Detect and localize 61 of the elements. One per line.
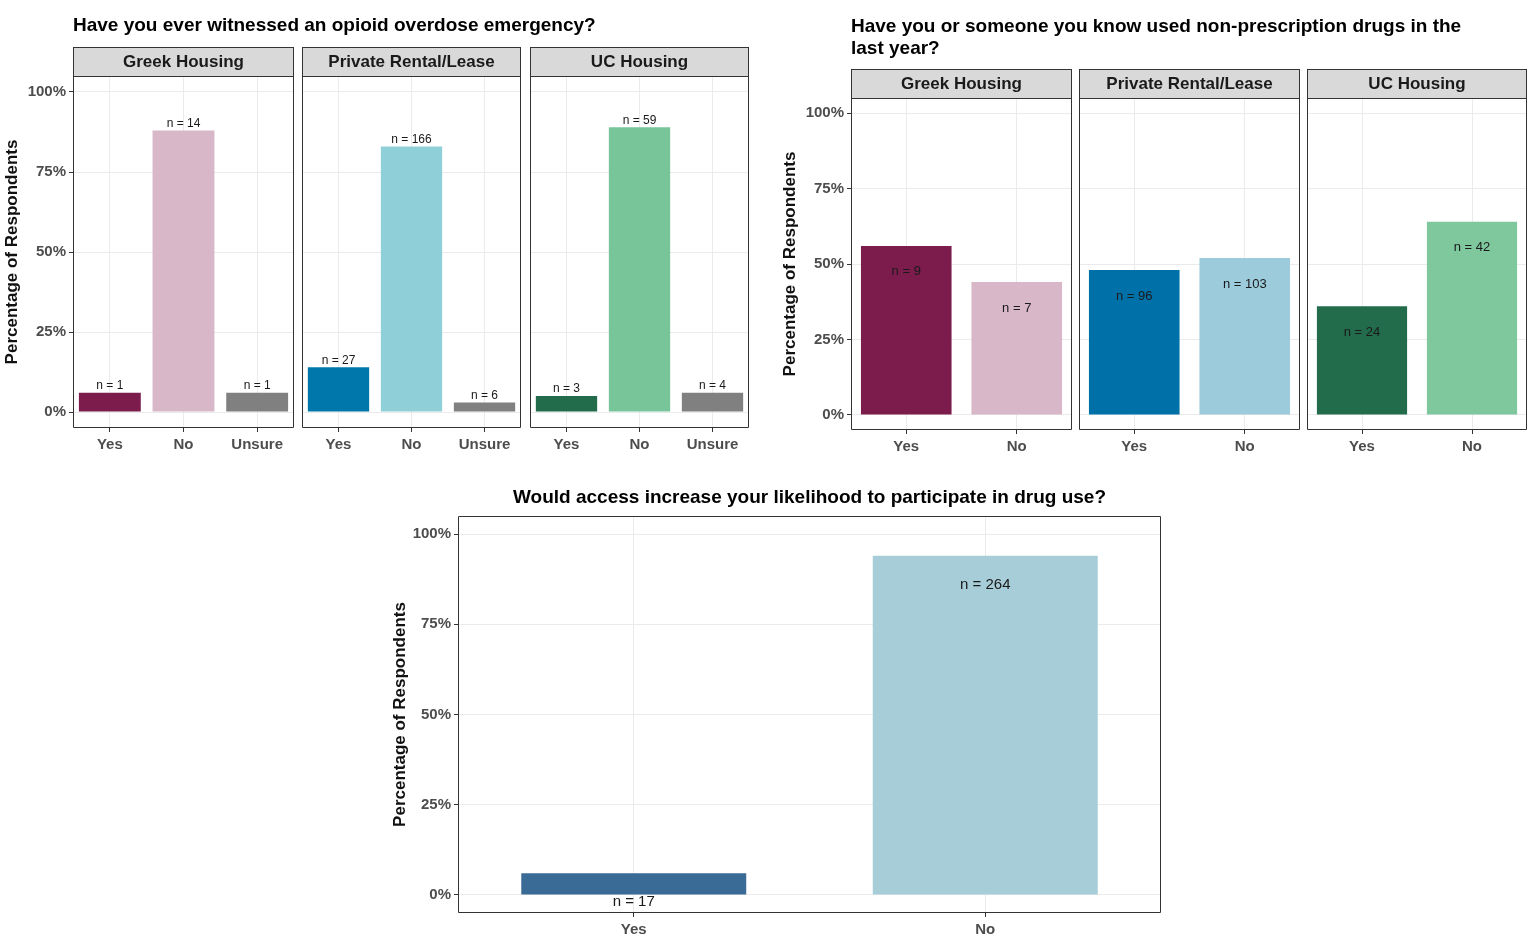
annotation: n = 6 [470,387,499,402]
y-tick-label: 25% [813,329,844,347]
x-tick-label: Yes [96,435,123,453]
annotation: n = 1 [243,378,271,393]
chart-subtitle: UC Housing [530,47,749,77]
y-tick-label: 100% [805,103,844,121]
y-tick-label: 50% [35,242,66,260]
chart-title: Would access increase your likelihood to participate in drug use? [512,486,1107,508]
y-axis-title: Percentage of Respondents [779,151,799,377]
x-tick-label: Yes [553,435,580,453]
annotation: n = 14 [166,115,201,130]
y-tick-label: 25% [35,322,66,340]
y-tick-label: 0% [429,885,451,903]
annotation: n = 9 [891,263,921,279]
y-tick-label: 75% [813,178,844,196]
x-tick-label: No [1006,437,1027,455]
annotation: n = 3 [552,381,581,396]
chart-subtitle: Greek Housing [851,69,1072,99]
annotation: n = 7 [1002,299,1032,315]
annotation: n = 96 [1115,287,1153,303]
y-axis-title: Percentage of Respondents [1,139,21,365]
x-tick-label: Yes [1349,437,1375,455]
x-tick-label: No [173,435,194,453]
annotation: n = 59 [622,112,657,127]
y-tick-label: 25% [420,794,451,812]
x-tick-label: Unsure [231,435,284,453]
annotation: n = 1 [96,378,124,393]
x-tick-label: No [1234,437,1255,455]
x-tick-label: Yes [893,437,920,455]
x-tick-label: No [1462,437,1482,455]
annotation: n = 264 [960,574,1011,592]
y-tick-label: 75% [420,614,451,632]
y-tick-label: 50% [813,254,844,272]
annotation: n = 27 [321,352,356,367]
text: Have you or someone you know used non-prescription drugs in the last year? [851,15,1463,59]
chart-subtitle: Private Rental/Lease [1079,69,1300,99]
y-tick-label: 75% [35,162,66,180]
x-tick-label: Yes [325,435,352,453]
y-tick-label: 50% [420,704,451,722]
text: Have you ever witnessed an opioid overdose emergency? [73,14,597,36]
x-tick-label: No [401,435,422,453]
x-tick-label: Unsure [458,435,511,453]
x-tick-label: Yes [1121,437,1148,455]
annotation: n = 42 [1453,239,1491,255]
annotation: n = 103 [1222,275,1267,291]
annotation: n = 24 [1343,323,1381,339]
x-tick-label: No [975,920,996,938]
y-axis-title: Percentage of Respondents [389,602,409,827]
x-tick-label: No [629,435,650,453]
x-tick-label: Yes [620,920,647,938]
chart-subtitle: Greek Housing [73,47,294,77]
chart-subtitle: Private Rental/Lease [302,47,521,77]
chart-subtitle: UC Housing [1307,69,1527,99]
annotation: n = 17 [612,892,655,910]
annotation: n = 4 [698,378,727,393]
y-tick-label: 0% [44,402,66,420]
y-tick-label: 0% [822,405,844,423]
y-tick-label: 100% [27,82,66,100]
x-tick-label: Unsure [686,435,739,453]
y-tick-label: 100% [412,524,451,542]
annotation: n = 166 [391,131,433,146]
